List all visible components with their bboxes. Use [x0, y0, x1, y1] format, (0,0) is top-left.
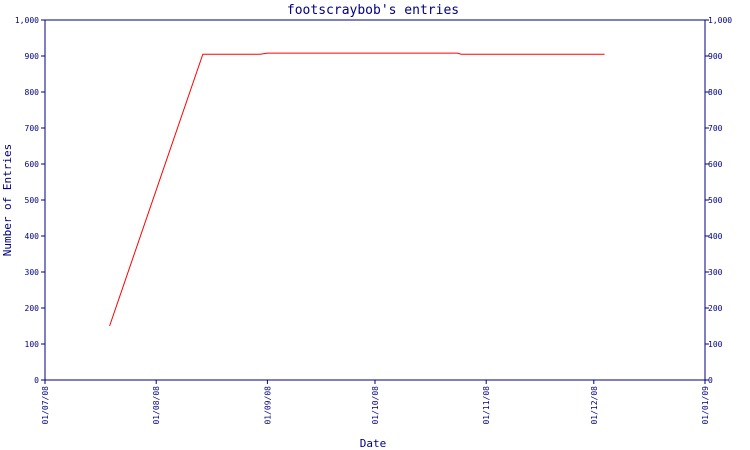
y-tick-label-left: 300	[25, 268, 40, 277]
x-tick-label: 01/07/08	[41, 386, 50, 425]
x-tick-label: 01/09/08	[263, 386, 272, 425]
y-tick-label-right: 800	[708, 88, 723, 97]
x-axis-title: Date	[360, 437, 387, 450]
y-tick-label-left: 500	[25, 196, 40, 205]
y-tick-label-right: 0	[708, 376, 713, 385]
x-axis: 01/07/08 01/08/08 01/09/08 01/10/08 01/11/08…	[41, 380, 710, 425]
y-tick-label-left: 200	[25, 304, 40, 313]
x-tick-label: 01/11/08	[482, 386, 491, 425]
y-axis-left: 0 100 200 300 400 500 600 700 800 900 1,000	[15, 16, 45, 385]
y-tick-label-left: 0	[34, 376, 39, 385]
chart-title: footscraybob's entries	[287, 3, 459, 18]
y-tick-label-right: 700	[708, 124, 723, 133]
y-axis-right: 0 100 200 300 400 500 600 700 800 900 1,000	[705, 16, 732, 385]
y-tick-label-left: 400	[25, 232, 40, 241]
series-layer	[109, 52, 605, 327]
y-tick-label-left: 800	[25, 88, 40, 97]
y-tick-label-right: 200	[708, 304, 723, 313]
y-tick-label-right: 600	[708, 160, 723, 169]
y-tick-label-right: 300	[708, 268, 723, 277]
y-tick-label-left: 900	[25, 52, 40, 61]
y-tick-label-left: 100	[25, 340, 40, 349]
y-tick-label-right: 1,000	[708, 16, 732, 25]
x-tick-label: 01/10/08	[371, 386, 380, 425]
y-tick-label-right: 100	[708, 340, 723, 349]
y-tick-label-right: 500	[708, 196, 723, 205]
y-axis-title: Number of Entries	[1, 144, 14, 257]
x-tick-label: 01/08/08	[152, 386, 161, 425]
y-tick-label-left: 700	[25, 124, 40, 133]
series-line	[109, 52, 605, 327]
y-tick-label-left: 1,000	[15, 16, 39, 25]
y-tick-label-left: 600	[25, 160, 40, 169]
y-tick-label-right: 400	[708, 232, 723, 241]
x-tick-label: 01/01/09	[701, 386, 710, 425]
plot-frame	[44, 19, 706, 381]
x-tick-label: 01/12/08	[590, 386, 599, 425]
y-tick-label-right: 900	[708, 52, 723, 61]
